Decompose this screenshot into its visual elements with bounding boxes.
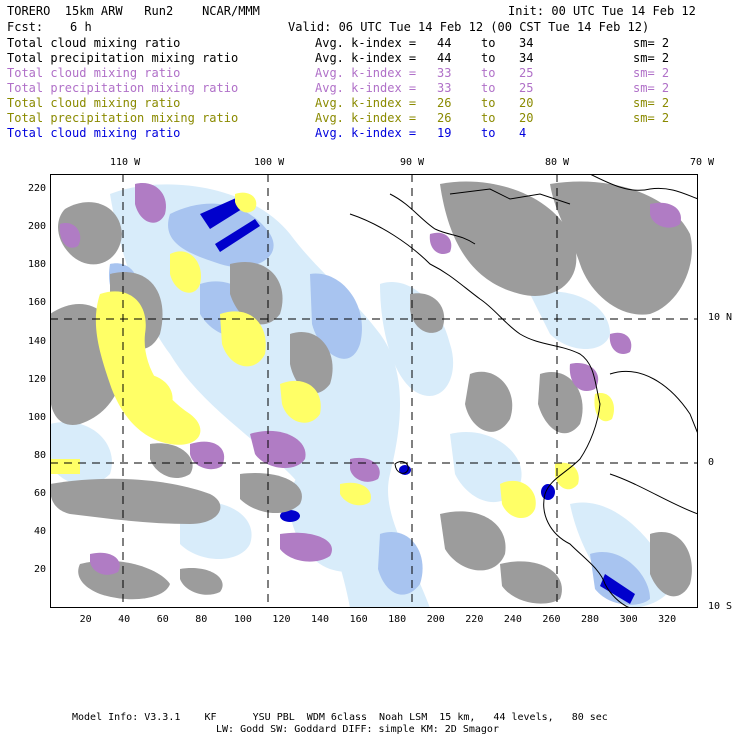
legend-from-value: 44 [437,36,452,50]
model-title: TORERO 15km ARW Run2 NCAR/MMM [7,4,260,18]
coastlines [349,174,698,608]
legend-smoothing: sm= 2 [633,36,670,50]
legend-avg-label: Avg. k-index = [315,51,417,65]
lon-label-80w: 80 W [545,157,570,168]
lon-label-70w: 70 W [690,157,715,168]
yellow-precip-field [50,192,615,519]
y-grid-label: 100 [27,411,46,423]
x-grid-label: 320 [658,614,677,625]
x-grid-label: 280 [581,614,600,625]
legend-avg-label: Avg. k-index = [315,81,417,95]
legend-avg-label: Avg. k-index = [315,96,417,110]
x-grid-label: 20 [79,614,92,625]
x-grid-label: 160 [349,614,368,625]
y-grid-label: 80 [33,449,46,461]
x-grid-label: 200 [426,614,445,625]
valid-time: Valid: 06 UTC Tue 14 Feb 12 (00 CST Tue … [288,20,650,34]
x-grid-label: 60 [156,614,169,625]
lat-label-10s: 10 S [708,601,733,612]
lon-label-90w: 90 W [400,157,425,168]
model-info-line2: LW: Godd SW: Goddard DIFF: simple KM: 2D… [216,724,499,735]
legend-field-name: Total cloud mixing ratio [7,96,181,110]
legend-to-value: 25 [519,81,534,95]
legend-to-word: to [481,81,496,95]
legend-from-value: 26 [437,96,452,110]
purple-precip-field [59,183,681,575]
legend-field-name: Total precipitation mixing ratio [7,51,239,65]
legend-to-value: 20 [519,111,534,125]
legend-to-value: 4 [519,126,527,140]
legend-field-name: Total precipitation mixing ratio [7,111,239,125]
legend-field-name: Total cloud mixing ratio [7,36,181,50]
x-grid-label: 220 [465,614,484,625]
x-grid-label: 120 [272,614,291,625]
lon-label-110w: 110 W [110,157,141,168]
x-grid-label: 100 [233,614,252,625]
legend-smoothing: sm= 2 [633,51,670,65]
legend-to-word: to [481,126,496,140]
y-grid-label: 180 [27,259,46,271]
legend-field-name: Total precipitation mixing ratio [7,81,239,95]
x-grid-label: 260 [542,614,561,625]
y-grid-label: 200 [27,221,46,233]
map-panel [50,174,698,608]
legend-to-word: to [481,36,496,50]
legend-to-word: to [481,51,496,65]
map-canvas [50,174,698,608]
legend-to-value: 20 [519,96,534,110]
lat-lon-grid [50,174,698,608]
legend-to-word: to [481,111,496,125]
x-grid-label: 300 [619,614,638,625]
mid-blue-cloud-field [109,203,650,605]
legend-to-value: 34 [519,51,534,65]
x-grid-label: 180 [388,614,407,625]
legend-to-word: to [481,66,496,80]
y-grid-label: 140 [27,335,46,347]
legend-to-value: 34 [519,36,534,50]
lon-label-100w: 100 W [254,157,285,168]
y-grid-label: 120 [27,373,46,385]
lat-label-0: 0 [708,457,715,468]
init-time: Init: 00 UTC Tue 14 Feb 12 [508,4,696,18]
forecast-label: Fcst: [7,20,44,34]
y-grid-label: 60 [33,487,46,499]
legend-field-name: Total cloud mixing ratio [7,66,181,80]
legend-smoothing: sm= 2 [633,96,670,110]
legend-avg-label: Avg. k-index = [315,36,417,50]
legend-from-value: 44 [437,51,452,65]
x-grid-label: 140 [311,614,330,625]
x-grid-label: 240 [503,614,522,625]
legend-to-word: to [481,96,496,110]
y-grid-label: 220 [27,183,46,195]
legend-field-name: Total cloud mixing ratio [7,126,181,140]
x-grid-label: 80 [195,614,208,625]
y-grid-label: 160 [27,297,46,309]
legend-from-value: 33 [437,81,452,95]
x-grid-label: 40 [118,614,131,625]
legend-from-value: 26 [437,111,452,125]
lat-label-10n: 10 N [708,312,733,323]
y-grid-label: 20 [33,563,46,575]
legend-to-value: 25 [519,66,534,80]
legend-smoothing: sm= 2 [633,66,670,80]
y-grid-label: 40 [33,525,46,537]
legend-avg-label: Avg. k-index = [315,126,417,140]
legend-smoothing: sm= 2 [633,81,670,95]
forecast-hour: 6 h [70,20,92,34]
map-border [50,174,698,608]
legend-avg-label: Avg. k-index = [315,66,417,80]
legend-avg-label: Avg. k-index = [315,111,417,125]
model-info-line1: Model Info: V3.3.1 KF YSU PBL WDM 6class… [72,712,608,723]
legend-from-value: 19 [437,126,452,140]
legend-smoothing: sm= 2 [633,111,670,125]
legend-from-value: 33 [437,66,452,80]
